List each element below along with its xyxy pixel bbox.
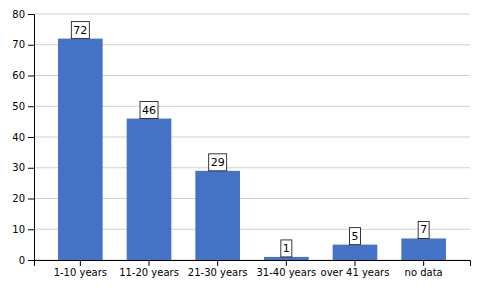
tick-label: 31-40 years — [256, 267, 316, 278]
tick-mark — [354, 260, 355, 266]
tick-mark — [286, 260, 287, 266]
data-label: 5 — [351, 230, 358, 243]
data-label: 29 — [211, 156, 225, 169]
tick-label: no data — [405, 267, 443, 278]
label-box — [140, 102, 158, 119]
label-box — [349, 228, 360, 245]
tick: no data — [405, 260, 443, 278]
tick-label: 1-10 years — [54, 267, 107, 278]
tick: 60 — [12, 70, 34, 81]
bar — [401, 238, 446, 260]
bar — [195, 171, 240, 260]
tick-label: 80 — [12, 9, 25, 20]
tick-mark — [149, 260, 150, 266]
y-axis: 0 10 20 30 40 50 60 70 80 — [12, 9, 34, 266]
tick: 11-20 years — [119, 260, 179, 278]
tick-mark — [28, 260, 34, 261]
grid — [34, 14, 470, 260]
data-label-group: 46 — [140, 102, 158, 119]
data-labels: 72 46 29 1 5 7 — [71, 22, 429, 257]
tick-mark — [423, 260, 424, 266]
tick-label: 10 — [12, 224, 25, 235]
axis-line — [28, 15, 35, 261]
label-box — [281, 240, 292, 257]
tick-label: 30 — [12, 162, 25, 173]
tick-mark — [217, 260, 218, 266]
tick-label: 20 — [12, 193, 25, 204]
tick: 70 — [12, 39, 34, 50]
tick-label: 60 — [12, 70, 25, 81]
tick: 31-40 years — [256, 260, 316, 278]
tick-label: 0 — [19, 255, 25, 266]
data-label-group: 7 — [418, 221, 429, 238]
tick-label: 50 — [12, 101, 25, 112]
tick-label: 40 — [12, 132, 25, 143]
bar — [127, 119, 172, 260]
data-label: 72 — [73, 24, 87, 37]
tick: 50 — [12, 101, 34, 112]
tick: 80 — [12, 9, 34, 20]
tick: over 41 years — [321, 260, 390, 278]
data-label: 1 — [283, 242, 290, 255]
tick-mark — [28, 137, 34, 138]
data-label-group: 29 — [209, 154, 227, 171]
grid-line — [34, 14, 470, 15]
tick-mark — [28, 14, 34, 15]
axis-line — [35, 261, 471, 267]
tick-mark — [28, 199, 34, 200]
bar — [333, 245, 378, 260]
tick: 30 — [12, 162, 34, 173]
tick: 1-10 years — [54, 260, 107, 278]
tick-label: 11-20 years — [119, 267, 179, 278]
bar — [264, 257, 309, 260]
data-label-group: 5 — [349, 228, 360, 245]
tick: 40 — [12, 132, 34, 143]
tick: 0 — [19, 255, 34, 266]
tick: 10 — [12, 224, 34, 235]
tick: 21-30 years — [188, 260, 248, 278]
data-label: 46 — [142, 104, 156, 117]
tick-mark — [28, 76, 34, 77]
label-box — [71, 22, 89, 39]
tick-mark — [28, 106, 34, 107]
tick-mark — [28, 229, 34, 230]
bar — [58, 39, 103, 260]
data-label: 7 — [420, 223, 427, 236]
chart: 1-10 years 11-20 years 21-30 years 31-40 ye… — [0, 0, 480, 288]
tick-label: over 41 years — [321, 267, 390, 278]
data-label-group: 1 — [281, 240, 292, 257]
x-axis: 1-10 years 11-20 years 21-30 years 31-40 ye… — [35, 260, 471, 278]
tick-label: 70 — [12, 39, 25, 50]
label-box — [418, 221, 429, 238]
tick-mark — [80, 260, 81, 266]
tick-mark — [28, 168, 34, 169]
tick-mark — [28, 45, 34, 46]
tick: 20 — [12, 193, 34, 204]
bars — [58, 39, 446, 260]
tick-label: 21-30 years — [188, 267, 248, 278]
label-box — [209, 154, 227, 171]
data-label-group: 72 — [71, 22, 89, 39]
